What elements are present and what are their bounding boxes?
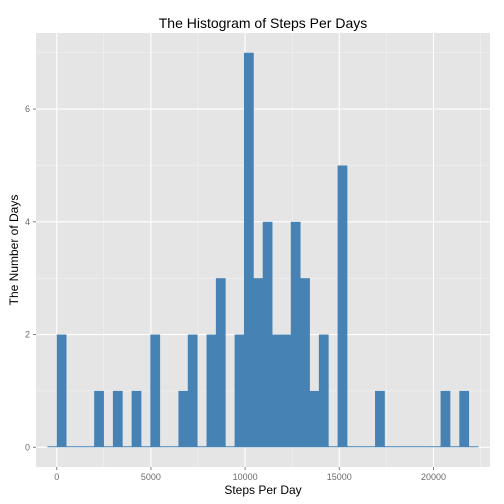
histogram-bar (216, 278, 226, 447)
histogram-bar (356, 446, 366, 447)
y-tick-label: 2 (25, 330, 30, 340)
histogram-bar (104, 446, 114, 447)
histogram-bar (160, 446, 170, 447)
x-tick-label: 0 (54, 472, 59, 482)
histogram-bar (132, 391, 142, 447)
histogram-bar (384, 446, 394, 447)
histogram-bar (57, 335, 67, 448)
histogram-bar (328, 446, 338, 447)
histogram-bar (422, 446, 432, 447)
x-tick-label: 5000 (141, 472, 161, 482)
histogram-bar (75, 446, 85, 447)
histogram-bar (403, 446, 413, 447)
histogram-bar (66, 446, 76, 447)
histogram-bar (178, 391, 188, 447)
histogram-bar (122, 446, 132, 447)
histogram-bar (47, 446, 57, 447)
histogram-bar (366, 446, 376, 447)
histogram-bar (197, 446, 207, 447)
y-tick-label: 0 (25, 442, 30, 452)
histogram-bar (244, 53, 254, 448)
histogram-bar (263, 222, 273, 447)
histogram-bar (281, 335, 291, 448)
y-axis-label: The Number of Days (7, 195, 21, 306)
histogram-bar (310, 391, 320, 447)
y-tick-label: 6 (25, 104, 30, 114)
y-tick-label: 4 (25, 217, 30, 227)
histogram-bar (94, 391, 104, 447)
x-tick-label: 20000 (421, 472, 446, 482)
histogram-bar (113, 391, 123, 447)
histogram-bar (272, 335, 282, 448)
histogram-bar (235, 335, 245, 448)
histogram-bar (347, 446, 357, 447)
histogram-bar (150, 335, 160, 448)
histogram-bar (188, 335, 198, 448)
histogram-bar (412, 446, 422, 447)
histogram-bar (338, 165, 348, 447)
histogram-bar (169, 446, 179, 447)
x-tick-label: 10000 (233, 472, 258, 482)
histogram-bar (253, 278, 263, 447)
histogram-bar (431, 446, 441, 447)
histogram-bar (459, 391, 469, 447)
histogram-bar (207, 335, 217, 448)
histogram-bar (394, 446, 404, 447)
histogram-bar (225, 446, 235, 447)
histogram-bar (319, 335, 329, 448)
histogram-bar (300, 278, 310, 447)
x-tick-label: 15000 (327, 472, 352, 482)
histogram-bar (141, 446, 151, 447)
histogram-bar (450, 446, 460, 447)
histogram-bar (375, 391, 385, 447)
histogram-bar (441, 391, 451, 447)
histogram-bar (469, 446, 479, 447)
chart-title: The Histogram of Steps Per Days (159, 15, 368, 31)
x-axis-label: Steps Per Day (224, 483, 301, 497)
histogram-bar (291, 222, 301, 447)
histogram-bar (85, 446, 95, 447)
